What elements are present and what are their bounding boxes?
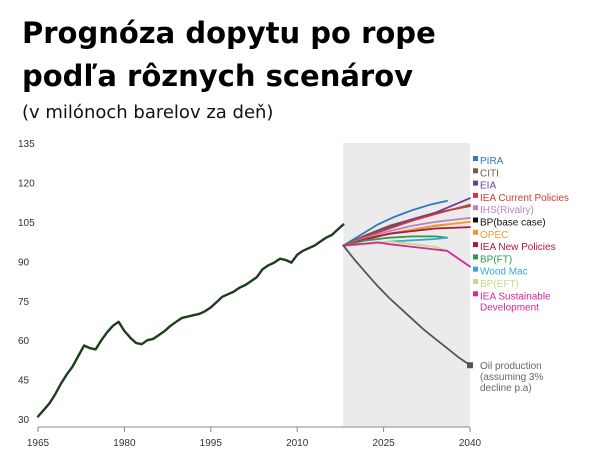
- chart-title-line-1: Prognóza dopytu po rope: [22, 16, 436, 50]
- legend-label-0: PIRA: [480, 156, 504, 167]
- y-tick-label-90: 90: [18, 257, 30, 268]
- legend-label-oil-production: Oil production: [480, 361, 542, 372]
- x-tick-label-1965: 1965: [27, 438, 50, 449]
- legend-swatch-5: [473, 217, 478, 223]
- x-tick-label-1980: 1980: [113, 438, 136, 449]
- series-line-12: [342, 244, 471, 367]
- x-tick-label-2025: 2025: [372, 438, 395, 449]
- x-tick-label-2010: 2010: [286, 438, 309, 449]
- forecast-region: [343, 143, 470, 427]
- legend-swatch-11: [473, 291, 478, 297]
- series-line-11: [342, 241, 471, 268]
- legend-swatch-10: [473, 279, 478, 284]
- y-tick-label-120: 120: [18, 178, 35, 189]
- chart-title: Prognóza dopytu po rope podľa rôznych sc…: [22, 12, 582, 98]
- chart-subtitle: (v milónoch barelov za deň): [22, 102, 274, 123]
- legend-label-3: IEA Current Policies: [480, 193, 569, 204]
- series-line-4: [342, 217, 471, 247]
- legend-label-8: BP(FT): [480, 254, 512, 265]
- chart-title-line-2: podľa rôznych scenárov: [22, 59, 414, 93]
- legend-label-4: IHS(Rivalry): [480, 205, 534, 216]
- series-line-3: [342, 203, 471, 247]
- legend-label-10: BP(EFT): [480, 279, 519, 290]
- legend-label-7: IEA New Policies: [480, 242, 556, 253]
- legend-label-11: IEA Sustainable: [480, 291, 551, 302]
- legend-label-9: Wood Mac: [480, 267, 528, 278]
- series-line-0: [342, 200, 448, 247]
- legend-label-11-line2: Development: [480, 302, 539, 313]
- legend-swatch-7: [473, 242, 478, 248]
- legend-swatch-6: [473, 229, 478, 235]
- legend-label-5: BP(base case): [480, 218, 546, 229]
- series-line-8: [342, 235, 448, 247]
- legend-swatch-2: [473, 180, 478, 186]
- legend-label-6: OPEC: [480, 230, 508, 241]
- legend-swatch-0: [473, 156, 478, 161]
- legend-swatch-1: [473, 168, 478, 174]
- legend-swatch-8: [473, 254, 478, 260]
- x-tick-label-2040: 2040: [459, 438, 482, 449]
- legend-label-2: EIA: [480, 181, 496, 192]
- oil-production-marker: [467, 362, 473, 369]
- legend-label-1: CITI: [480, 168, 499, 179]
- historical-demand-line: [36, 223, 345, 418]
- legend-label-oil-production-line2: (assuming 3%: [480, 372, 543, 383]
- legend-swatch-9: [473, 266, 478, 272]
- x-tick-label-1995: 1995: [200, 438, 223, 449]
- legend-swatch-3: [473, 192, 478, 198]
- y-tick-label-30: 30: [18, 415, 30, 426]
- series-line-7: [342, 226, 471, 247]
- legend-swatch-4: [473, 205, 478, 211]
- y-tick-label-60: 60: [18, 336, 30, 347]
- y-tick-label-75: 75: [18, 297, 30, 308]
- y-tick-label-45: 45: [18, 376, 30, 387]
- legend-label-oil-production-line3: decline p.a): [480, 383, 532, 394]
- y-tick-label-135: 135: [18, 139, 35, 150]
- y-tick-label-105: 105: [18, 218, 35, 229]
